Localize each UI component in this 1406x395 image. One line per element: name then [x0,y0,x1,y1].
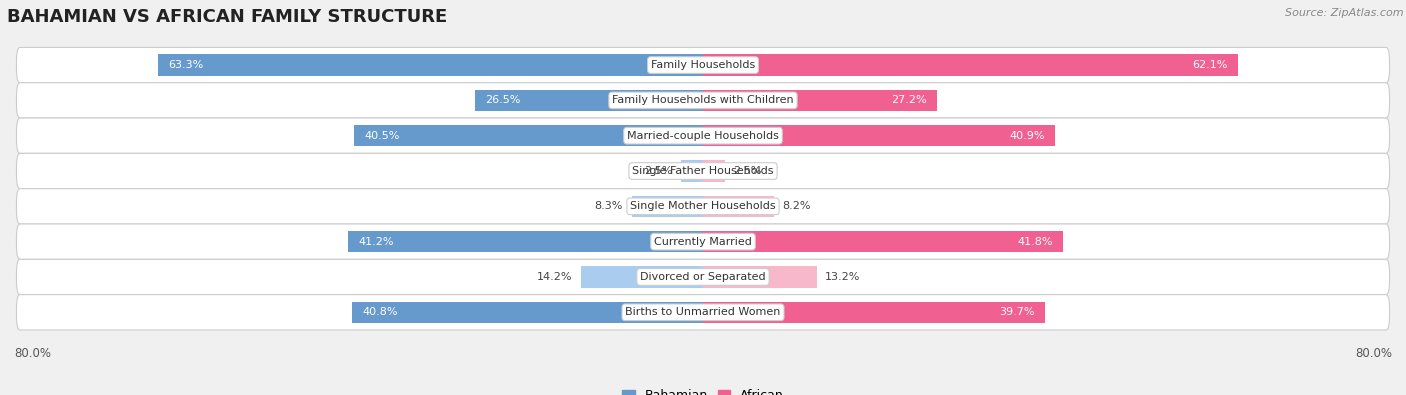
Text: 40.8%: 40.8% [361,307,398,317]
Bar [703,90,938,111]
Bar [703,266,817,288]
Text: Divorced or Separated: Divorced or Separated [640,272,766,282]
Text: 2.5%: 2.5% [644,166,673,176]
FancyBboxPatch shape [17,295,1389,330]
FancyBboxPatch shape [17,189,1389,224]
FancyBboxPatch shape [17,224,1389,259]
Text: 14.2%: 14.2% [537,272,572,282]
Bar [703,196,773,217]
Bar [349,231,703,252]
FancyBboxPatch shape [17,118,1389,153]
Bar [703,160,724,182]
Bar [703,231,1063,252]
Text: Married-couple Households: Married-couple Households [627,131,779,141]
Bar [354,125,703,146]
Text: 63.3%: 63.3% [169,60,204,70]
Bar [703,55,1237,76]
Bar [581,266,703,288]
Bar [352,302,703,323]
Text: 40.5%: 40.5% [364,131,399,141]
Bar [631,196,703,217]
Text: Currently Married: Currently Married [654,237,752,246]
Legend: Bahamian, African: Bahamian, African [617,384,789,395]
FancyBboxPatch shape [17,47,1389,83]
Bar [157,55,703,76]
Bar [703,302,1045,323]
Text: 62.1%: 62.1% [1192,60,1227,70]
FancyBboxPatch shape [17,83,1389,118]
FancyBboxPatch shape [17,153,1389,189]
Text: 13.2%: 13.2% [825,272,860,282]
Text: Family Households: Family Households [651,60,755,70]
Text: 41.2%: 41.2% [359,237,394,246]
Text: Family Households with Children: Family Households with Children [612,95,794,105]
Text: Single Father Households: Single Father Households [633,166,773,176]
Text: Source: ZipAtlas.com: Source: ZipAtlas.com [1285,8,1403,18]
Bar [703,125,1056,146]
Text: 40.9%: 40.9% [1010,131,1045,141]
Text: 8.3%: 8.3% [595,201,623,211]
Text: Births to Unmarried Women: Births to Unmarried Women [626,307,780,317]
Text: 80.0%: 80.0% [1355,347,1392,360]
Text: 26.5%: 26.5% [485,95,520,105]
FancyBboxPatch shape [17,259,1389,295]
Text: 27.2%: 27.2% [891,95,927,105]
Text: Single Mother Households: Single Mother Households [630,201,776,211]
Bar [682,160,703,182]
Text: 41.8%: 41.8% [1017,237,1053,246]
Text: 8.2%: 8.2% [782,201,811,211]
Text: BAHAMIAN VS AFRICAN FAMILY STRUCTURE: BAHAMIAN VS AFRICAN FAMILY STRUCTURE [7,8,447,26]
Text: 2.5%: 2.5% [733,166,762,176]
Bar [475,90,703,111]
Text: 80.0%: 80.0% [14,347,51,360]
Text: 39.7%: 39.7% [1000,307,1035,317]
